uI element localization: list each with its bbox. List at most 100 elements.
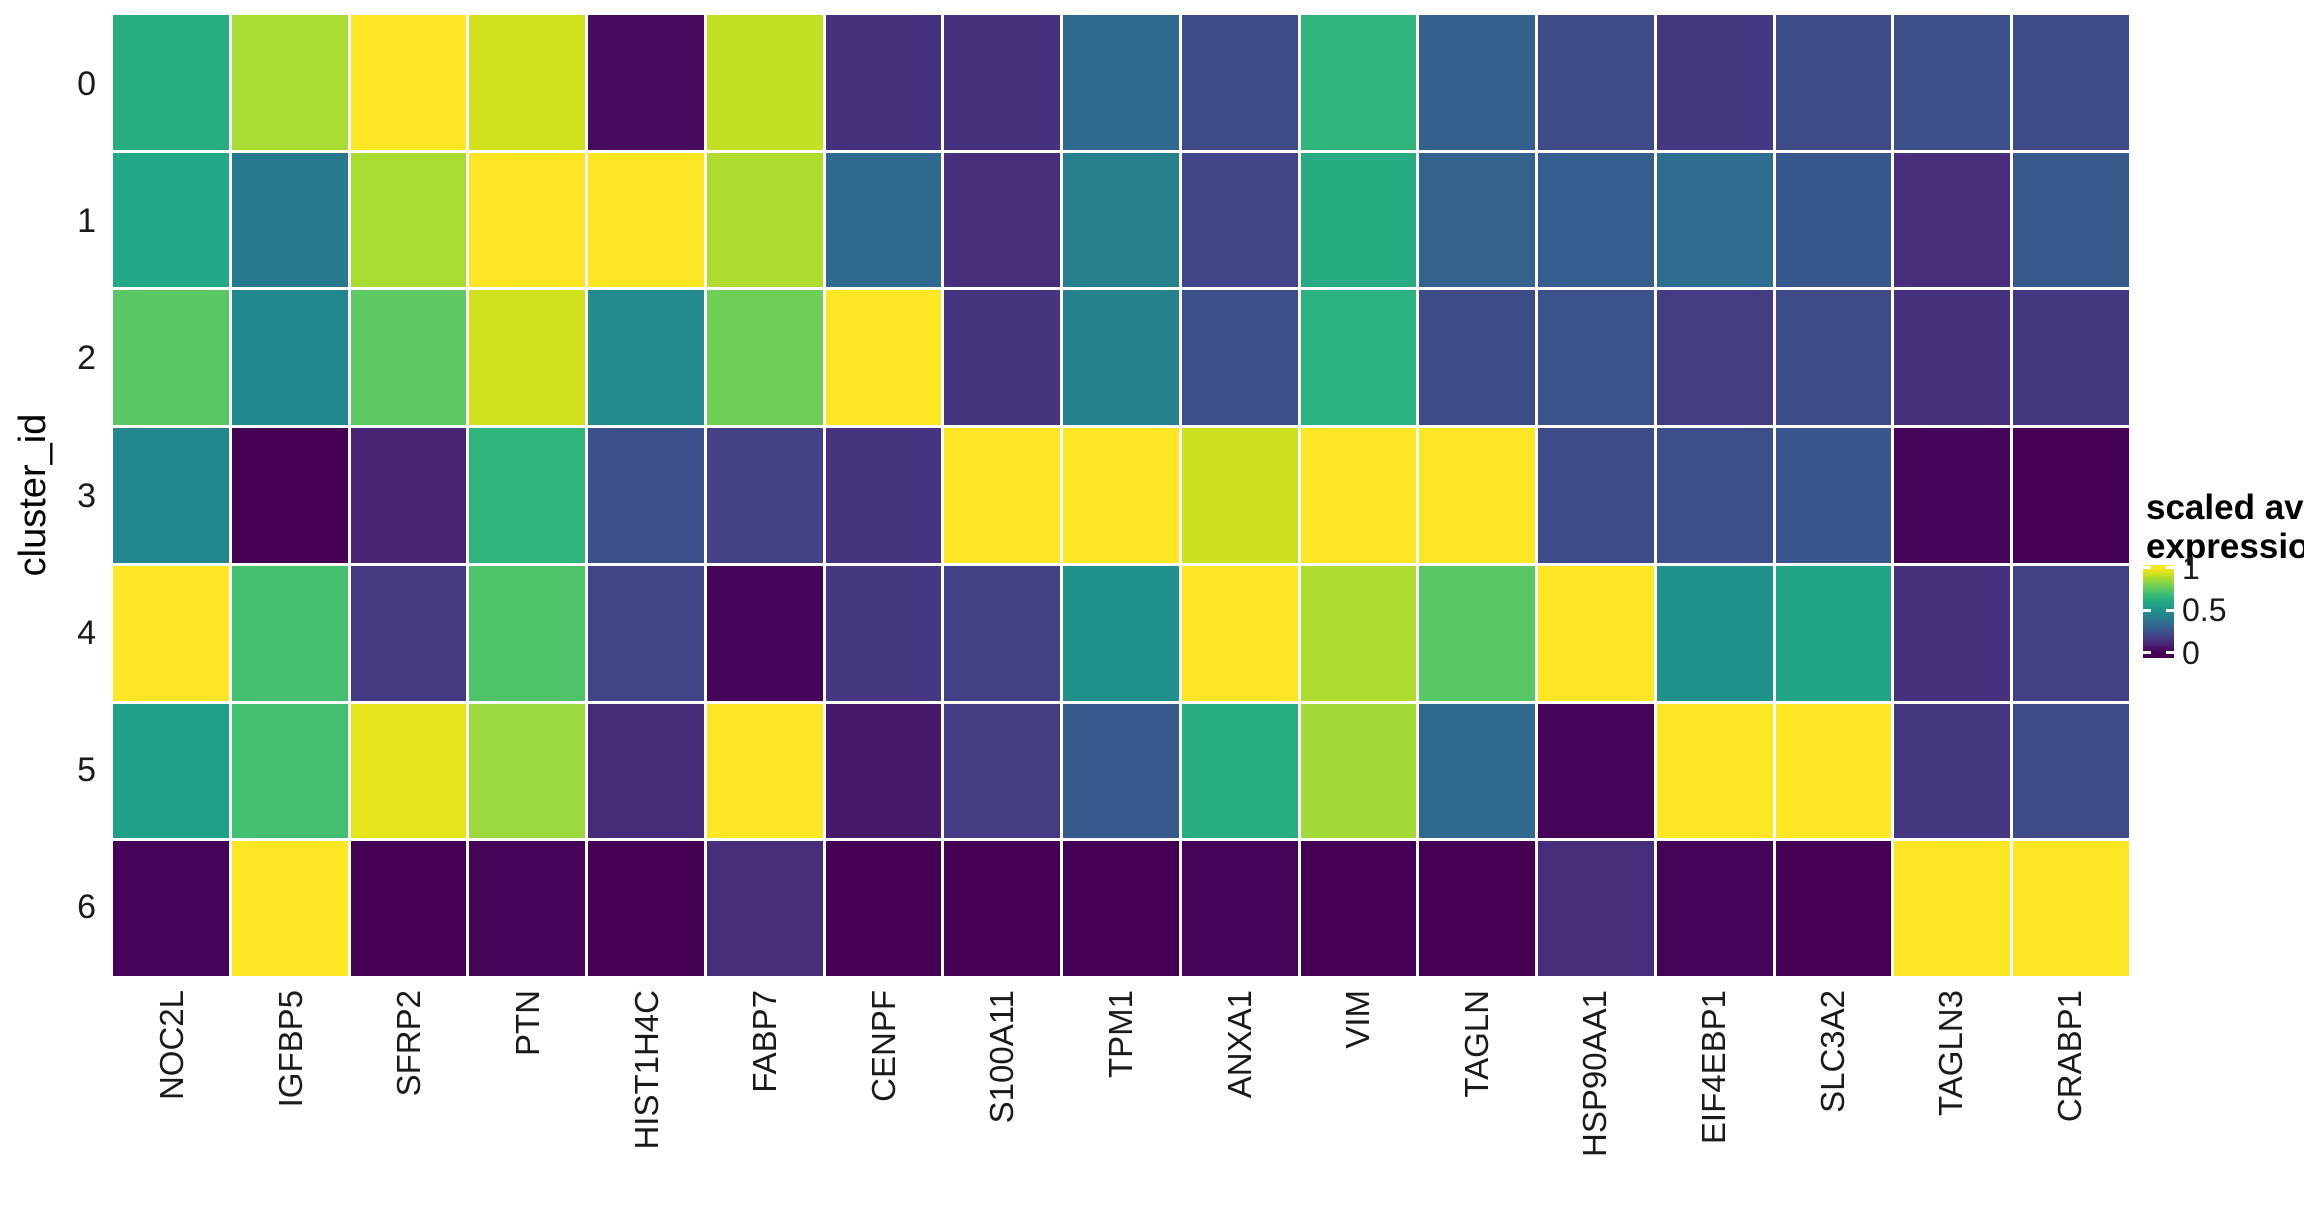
heatmap-cell	[1063, 290, 1179, 426]
heatmap-cell	[113, 428, 229, 563]
y-tick-label: 0	[77, 64, 96, 103]
heatmap-cell	[825, 841, 942, 976]
heatmap-cell	[1181, 15, 1298, 150]
heatmap-cell	[231, 152, 348, 288]
x-tick-label: TPM1	[1102, 990, 1139, 1079]
heatmap-cell	[1181, 841, 1298, 976]
heatmap-cell	[350, 428, 467, 563]
x-tick-label: SFRP2	[390, 990, 428, 1097]
heatmap-cell	[1063, 703, 1179, 839]
heatmap-cell	[825, 152, 942, 288]
heatmap-cell	[1063, 15, 1179, 150]
heatmap-cell	[350, 841, 467, 976]
legend-tick-mark	[2166, 651, 2174, 655]
heatmap-cell	[1300, 565, 1417, 701]
legend-tick-label: 1	[2182, 549, 2200, 586]
heatmap-cell	[1419, 565, 1536, 701]
x-tick-label: S100A11	[983, 990, 1021, 1124]
y-tick-label: 1	[77, 201, 96, 240]
heatmap-cell	[588, 428, 704, 563]
heatmap-cell	[706, 15, 823, 150]
heatmap-cell	[588, 290, 704, 426]
heatmap-cell	[1419, 152, 1536, 288]
heatmap-cell	[1300, 152, 1417, 288]
heatmap-cell	[1775, 841, 1892, 976]
heatmap-cell	[113, 152, 229, 288]
heatmap-cell	[231, 290, 348, 426]
heatmap-cell	[1775, 703, 1892, 839]
heatmap-cell	[1894, 152, 2011, 288]
heatmap-cell	[1063, 841, 1179, 976]
heatmap-cell	[706, 428, 823, 563]
heatmap-cell	[1538, 428, 1654, 563]
heatmap-cell	[113, 703, 229, 839]
heatmap-cell	[469, 290, 586, 426]
heatmap-cell	[1894, 15, 2011, 150]
y-tick-label: 3	[77, 476, 96, 515]
heatmap-cell	[1538, 703, 1654, 839]
x-tick-label: TAGLN	[1457, 990, 1495, 1098]
heatmap-cell	[2013, 290, 2129, 426]
heatmap-cell	[1538, 565, 1654, 701]
heatmap-cell	[588, 565, 704, 701]
heatmap-cell	[1063, 152, 1179, 288]
heatmap-cell	[944, 152, 1061, 288]
heatmap-cell	[113, 841, 229, 976]
heatmap-cell	[469, 152, 586, 288]
heatmap-cell	[469, 565, 586, 701]
heatmap-cell	[825, 15, 942, 150]
heatmap-cell	[231, 841, 348, 976]
heatmap-cell	[1300, 15, 1417, 150]
heatmap-cell	[2013, 703, 2129, 839]
y-tick-label: 6	[77, 888, 96, 927]
heatmap-cell	[350, 152, 467, 288]
heatmap-cell	[825, 703, 942, 839]
x-tick-label: IGFBP5	[271, 990, 309, 1108]
heatmap-cell	[1656, 703, 1773, 839]
x-tick-label: HIST1H4C	[627, 990, 665, 1150]
heatmap-cell	[350, 703, 467, 839]
heatmap-cell	[825, 565, 942, 701]
heatmap-cell	[1181, 428, 1298, 563]
heatmap-cell	[588, 841, 704, 976]
heatmap-cell	[1419, 703, 1536, 839]
heatmap-cell	[1894, 290, 2011, 426]
x-tick-label: SLC3A2	[1813, 990, 1851, 1113]
heatmap-cell	[1419, 428, 1536, 563]
heatmap-cell	[706, 290, 823, 426]
heatmap-cell	[231, 565, 348, 701]
heatmap-cell	[944, 290, 1061, 426]
heatmap-cell	[1300, 703, 1417, 839]
heatmap-cell	[1419, 841, 1536, 976]
x-tick-label: EIF4EBP1	[1694, 990, 1732, 1145]
heatmap-cell	[1656, 15, 1773, 150]
heatmap-cell	[1656, 428, 1773, 563]
heatmap-cell	[1538, 152, 1654, 288]
heatmap-cell	[1894, 565, 2011, 701]
heatmap-cell	[1656, 841, 1773, 976]
legend-tick-mark	[2143, 608, 2151, 612]
heatmap-cell	[231, 15, 348, 150]
legend-tick-mark	[2143, 566, 2151, 570]
legend-tick-mark	[2143, 651, 2151, 655]
heatmap-cell	[944, 841, 1061, 976]
heatmap-cell	[825, 428, 942, 563]
heatmap-cell	[2013, 565, 2129, 701]
heatmap-cell	[113, 565, 229, 701]
heatmap-cell	[1538, 290, 1654, 426]
heatmap-cell	[1419, 15, 1536, 150]
heatmap-cell	[1181, 565, 1298, 701]
heatmap-cell	[350, 15, 467, 150]
heatmap-cell	[944, 703, 1061, 839]
heatmap-cell	[350, 290, 467, 426]
heatmap-cell	[469, 15, 586, 150]
heatmap-cell	[1775, 152, 1892, 288]
heatmap-cell	[1181, 290, 1298, 426]
heatmap-cell	[944, 15, 1061, 150]
heatmap-cell	[1300, 841, 1417, 976]
legend-tick-mark	[2166, 566, 2174, 570]
heatmap-cell	[2013, 152, 2129, 288]
legend-tick-mark	[2166, 608, 2174, 612]
x-tick-label: TAGLN3	[1932, 990, 1970, 1116]
heatmap-cell	[706, 152, 823, 288]
